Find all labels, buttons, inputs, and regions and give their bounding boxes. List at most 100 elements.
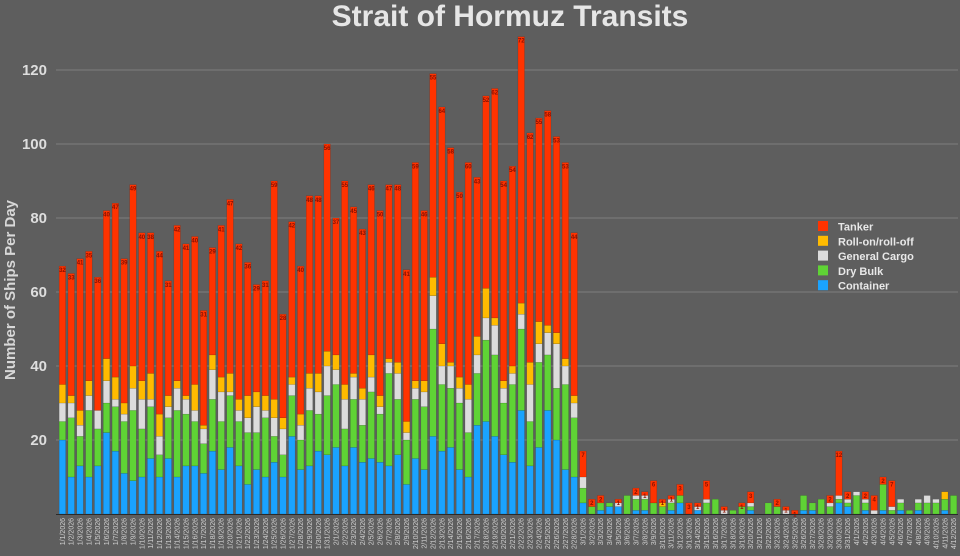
bar-segment-tanker (597, 495, 605, 504)
data-label: 3 (749, 494, 753, 500)
bar-segment-general-cargo (579, 476, 587, 489)
bar-segment-container (914, 510, 922, 515)
bar-segment-tanker (694, 502, 702, 507)
bar-segment-dry-bulk (897, 502, 905, 511)
x-tick-label: 2/13/2026 (439, 518, 446, 549)
bar-segment-tanker (888, 480, 896, 507)
x-tick-label: 1/23/2026 (254, 518, 261, 549)
data-label: 2 (881, 479, 885, 485)
x-tick-label: 3/20/2026 (748, 518, 755, 549)
x-tick-label: 1/22/2026 (245, 518, 252, 549)
bar-segment-dry-bulk (244, 432, 252, 485)
bar-segment-roll-on-roll-off (217, 376, 225, 393)
x-tick-label: 2/23/2026 (528, 518, 535, 549)
bar-segment-container (561, 469, 569, 515)
bar-segment-container (217, 469, 225, 515)
bar-segment-dry-bulk (579, 487, 587, 504)
data-label: 31 (165, 283, 172, 289)
bar-segment-dry-bulk (835, 499, 843, 504)
bar-segment-dry-bulk (217, 421, 225, 470)
bar-segment-general-cargo (403, 432, 410, 441)
bar-segment-container (447, 447, 455, 515)
data-label: 7 (890, 483, 894, 489)
bar-segment-dry-bulk (270, 436, 278, 463)
bar-segment-tanker (658, 499, 666, 504)
bar-segment-roll-on-roll-off (182, 395, 190, 400)
bar-segment-general-cargo (253, 406, 260, 433)
bar-segment-dry-bulk (385, 373, 393, 467)
bar-segment-container (394, 454, 402, 515)
x-tick-label: 4/7/2026 (907, 518, 914, 545)
bar-segment-general-cargo (491, 325, 499, 356)
bar-segment-roll-on-roll-off (253, 391, 260, 407)
y-tick-label: 100 (22, 136, 47, 153)
bar-segment-container (835, 502, 843, 515)
bar-segment-tanker (58, 265, 66, 385)
bar-segment-container (235, 465, 243, 515)
bar-segment-general-cargo (217, 391, 225, 422)
bar-segment-container (94, 465, 102, 515)
bar-segment-roll-on-roll-off (208, 354, 216, 370)
x-tick-label: 1/14/2026 (175, 518, 182, 549)
bar-segment-dry-bulk (85, 410, 93, 478)
bar-segment-general-cargo (888, 506, 896, 511)
bar-segment-general-cargo (173, 388, 181, 411)
x-tick-label: 2/15/2026 (457, 518, 464, 549)
data-label: 45 (350, 209, 357, 215)
bar-segment-general-cargo (376, 406, 384, 415)
bar-segment-dry-bulk (764, 502, 772, 515)
bar-segment-general-cargo (58, 402, 66, 422)
bar-segment-dry-bulk (941, 499, 949, 511)
bar-segment-dry-bulk (500, 402, 508, 455)
bar-segment-general-cargo (76, 425, 84, 437)
data-label: 40 (297, 268, 304, 274)
bar-segment-roll-on-roll-off (164, 395, 172, 407)
data-label: 54 (509, 168, 516, 174)
x-tick-label: 3/27/2026 (810, 518, 817, 549)
bar-segment-dry-bulk (288, 395, 296, 437)
bar-segment-dry-bulk (597, 502, 605, 511)
data-label: 60 (465, 165, 472, 171)
x-tick-label: 3/9/2026 (651, 518, 658, 545)
bar-segment-dry-bulk (773, 506, 781, 515)
x-tick-label: 1/1/2026 (60, 518, 67, 545)
bar-segment-container (456, 469, 463, 515)
bar-segment-roll-on-roll-off (438, 343, 446, 367)
bar-segment-dry-bulk (729, 510, 737, 515)
legend: Tanker Roll-on/roll-off General Cargo Dry B… (818, 221, 914, 293)
bar-segment-tanker (676, 484, 684, 496)
data-label: 28 (280, 316, 287, 322)
bar-segment-general-cargo (429, 295, 437, 330)
bar-segment-dry-bulk (553, 388, 560, 441)
x-tick-label: 3/2/2026 (589, 518, 596, 545)
bar-segment-container (358, 462, 366, 515)
bar-segment-roll-on-roll-off (111, 376, 119, 400)
bar-segment-tanker (438, 106, 446, 345)
x-tick-label: 3/4/2026 (607, 518, 614, 545)
x-tick-label: 1/31/2026 (325, 518, 332, 549)
bar-segment-dry-bulk (438, 384, 446, 452)
bar-segment-dry-bulk (182, 413, 190, 467)
bar-segment-general-cargo (67, 402, 75, 419)
x-tick-label: 1/24/2026 (263, 518, 270, 549)
data-label: 43 (359, 231, 366, 237)
x-tick-label: 2/8/2026 (395, 518, 402, 545)
data-label: 37 (333, 220, 340, 226)
bar-segment-container (517, 410, 525, 515)
data-label: 7 (581, 453, 585, 459)
bar-segment-tanker (879, 476, 887, 485)
bar-segment-container (138, 476, 146, 515)
bar-segment-container (270, 462, 278, 515)
x-tick-label: 2/19/2026 (492, 518, 499, 549)
data-label: 55 (536, 120, 543, 126)
bar-segment-roll-on-roll-off (120, 402, 128, 415)
x-tick-label: 2/20/2026 (501, 518, 508, 549)
bar-segment-tanker (561, 162, 569, 359)
legend-swatch (818, 235, 828, 246)
bar-segment-general-cargo (420, 391, 428, 407)
bar-segment-container (420, 469, 428, 515)
bar-segment-dry-bulk (120, 421, 128, 474)
data-label: 62 (491, 91, 498, 97)
bar-segment-container (747, 510, 755, 515)
bar-segment-container (306, 465, 313, 515)
